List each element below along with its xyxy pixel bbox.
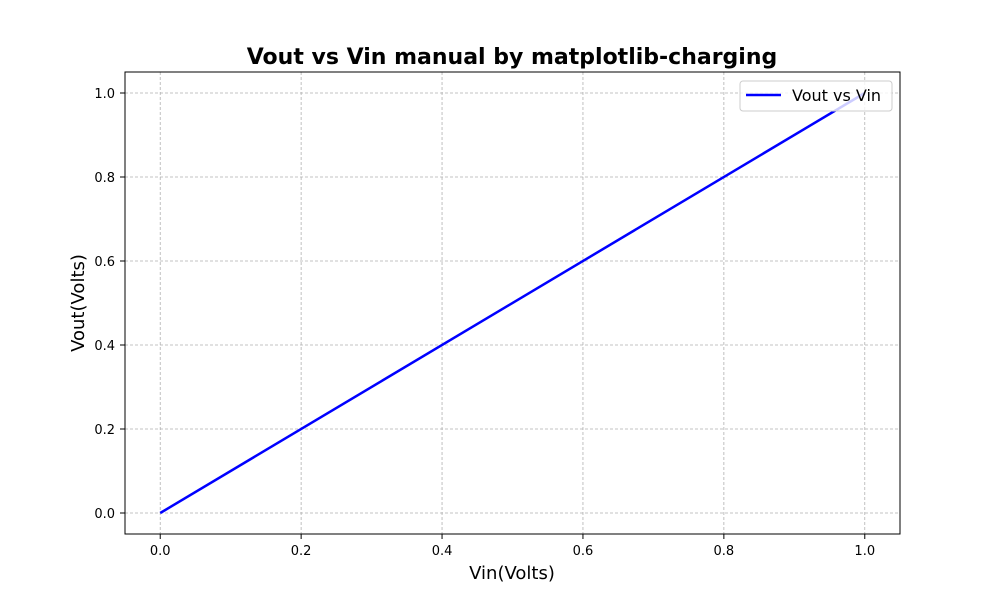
series-layer bbox=[159, 91, 866, 515]
y-tick-label: 1.0 bbox=[94, 87, 115, 102]
y-axis-label: Vout(Volts) bbox=[68, 254, 89, 352]
plot-frame bbox=[124, 71, 901, 535]
legend-box bbox=[739, 80, 893, 112]
x-axis-ticks: 0.0 0.2 0.4 0.6 0.8 1.0 bbox=[150, 534, 875, 559]
x-tick-label: 0.6 bbox=[573, 544, 594, 559]
chart-title: Vout vs Vin manual by matplotlib-chargin… bbox=[247, 45, 778, 70]
y-tick-label: 0.6 bbox=[94, 255, 115, 270]
y-axis-ticks: 0.0 0.2 0.4 0.6 0.8 1.0 bbox=[94, 87, 125, 522]
y-tick-label: 0.4 bbox=[94, 339, 115, 354]
legend: Vout vs Vin bbox=[739, 80, 893, 112]
legend-entry-label: Vout vs Vin bbox=[792, 86, 881, 105]
y-tick-label: 0.8 bbox=[94, 171, 115, 186]
x-tick-label: 0.0 bbox=[150, 544, 171, 559]
x-tick-label: 1.0 bbox=[854, 544, 875, 559]
x-tick-label: 0.4 bbox=[432, 544, 453, 559]
series-line bbox=[159, 91, 866, 515]
x-tick-label: 0.8 bbox=[714, 544, 735, 559]
y-tick-label: 0.2 bbox=[94, 423, 115, 438]
y-tick-label: 0.0 bbox=[94, 507, 115, 522]
x-axis-label: Vin(Volts) bbox=[469, 563, 555, 584]
x-tick-label: 0.2 bbox=[291, 544, 312, 559]
